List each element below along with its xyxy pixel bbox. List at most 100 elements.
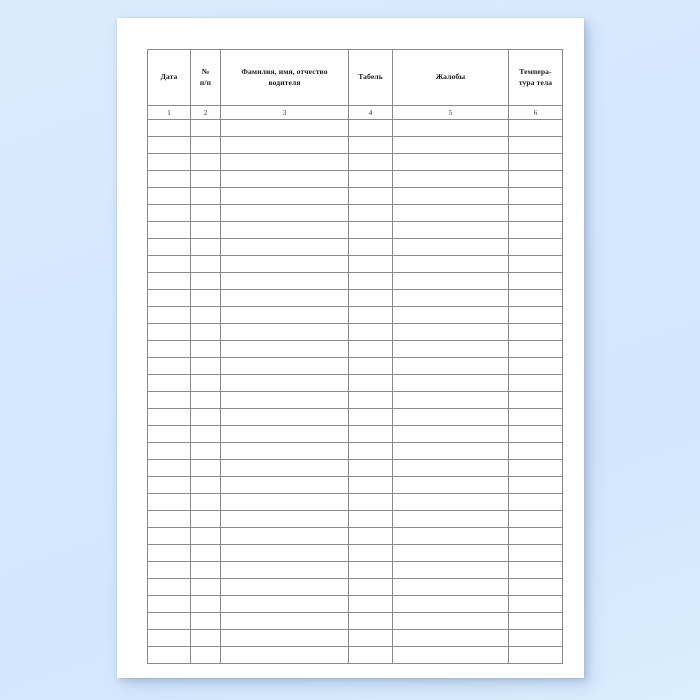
table-cell-row_number[interactable] [190,136,221,154]
table-row[interactable] [147,306,563,324]
table-cell-driver_name[interactable] [220,612,349,630]
table-cell-body_temp[interactable] [508,578,563,596]
table-cell-complaints[interactable] [392,204,509,222]
table-cell-complaints[interactable] [392,323,509,341]
table-cell-complaints[interactable] [392,646,509,664]
table-cell-driver_name[interactable] [220,391,349,409]
table-cell-body_temp[interactable] [508,153,563,171]
table-cell-driver_name[interactable] [220,442,349,460]
table-cell-driver_name[interactable] [220,510,349,528]
table-cell-driver_name[interactable] [220,255,349,273]
table-cell-body_temp[interactable] [508,238,563,256]
table-cell-body_temp[interactable] [508,595,563,613]
table-cell-row_number[interactable] [190,187,221,205]
table-cell-timesheet[interactable] [348,136,393,154]
table-row[interactable] [147,272,563,290]
table-cell-date[interactable] [147,408,191,426]
table-cell-row_number[interactable] [190,476,221,494]
table-cell-date[interactable] [147,510,191,528]
table-cell-timesheet[interactable] [348,595,393,613]
table-cell-complaints[interactable] [392,408,509,426]
table-cell-body_temp[interactable] [508,629,563,647]
table-row[interactable] [147,425,563,443]
table-cell-row_number[interactable] [190,374,221,392]
table-cell-driver_name[interactable] [220,459,349,477]
table-cell-row_number[interactable] [190,340,221,358]
table-cell-date[interactable] [147,646,191,664]
table-row[interactable] [147,374,563,392]
table-row[interactable] [147,391,563,409]
table-cell-body_temp[interactable] [508,510,563,528]
table-cell-driver_name[interactable] [220,527,349,545]
table-cell-timesheet[interactable] [348,119,393,137]
table-cell-complaints[interactable] [392,272,509,290]
table-cell-timesheet[interactable] [348,153,393,171]
table-cell-driver_name[interactable] [220,561,349,579]
table-cell-body_temp[interactable] [508,612,563,630]
table-cell-driver_name[interactable] [220,238,349,256]
table-row[interactable] [147,646,563,664]
table-cell-row_number[interactable] [190,646,221,664]
table-cell-row_number[interactable] [190,425,221,443]
table-cell-row_number[interactable] [190,153,221,171]
table-cell-row_number[interactable] [190,493,221,511]
table-cell-body_temp[interactable] [508,425,563,443]
table-cell-row_number[interactable] [190,459,221,477]
table-row[interactable] [147,238,563,256]
table-cell-body_temp[interactable] [508,136,563,154]
table-cell-body_temp[interactable] [508,323,563,341]
table-cell-complaints[interactable] [392,238,509,256]
table-cell-driver_name[interactable] [220,646,349,664]
table-cell-body_temp[interactable] [508,306,563,324]
table-row[interactable] [147,442,563,460]
table-cell-date[interactable] [147,238,191,256]
table-cell-complaints[interactable] [392,510,509,528]
table-cell-complaints[interactable] [392,425,509,443]
table-cell-timesheet[interactable] [348,510,393,528]
table-cell-complaints[interactable] [392,629,509,647]
table-row[interactable] [147,561,563,579]
table-cell-driver_name[interactable] [220,323,349,341]
table-cell-driver_name[interactable] [220,595,349,613]
table-cell-row_number[interactable] [190,408,221,426]
table-cell-date[interactable] [147,561,191,579]
table-cell-body_temp[interactable] [508,221,563,239]
table-cell-timesheet[interactable] [348,204,393,222]
table-cell-timesheet[interactable] [348,357,393,375]
table-cell-driver_name[interactable] [220,306,349,324]
table-cell-row_number[interactable] [190,119,221,137]
table-row[interactable] [147,544,563,562]
table-cell-timesheet[interactable] [348,340,393,358]
table-cell-row_number[interactable] [190,612,221,630]
table-cell-row_number[interactable] [190,323,221,341]
table-cell-date[interactable] [147,442,191,460]
table-cell-date[interactable] [147,221,191,239]
table-cell-timesheet[interactable] [348,391,393,409]
table-cell-row_number[interactable] [190,510,221,528]
table-cell-date[interactable] [147,187,191,205]
table-cell-driver_name[interactable] [220,629,349,647]
table-cell-body_temp[interactable] [508,442,563,460]
table-row[interactable] [147,459,563,477]
table-cell-complaints[interactable] [392,136,509,154]
table-row[interactable] [147,578,563,596]
table-cell-timesheet[interactable] [348,425,393,443]
table-cell-complaints[interactable] [392,357,509,375]
table-cell-body_temp[interactable] [508,170,563,188]
table-cell-driver_name[interactable] [220,425,349,443]
table-cell-timesheet[interactable] [348,221,393,239]
table-cell-complaints[interactable] [392,442,509,460]
table-cell-date[interactable] [147,255,191,273]
table-cell-timesheet[interactable] [348,374,393,392]
table-cell-date[interactable] [147,612,191,630]
table-cell-body_temp[interactable] [508,340,563,358]
table-cell-row_number[interactable] [190,204,221,222]
table-cell-date[interactable] [147,595,191,613]
table-cell-driver_name[interactable] [220,204,349,222]
table-cell-date[interactable] [147,391,191,409]
table-cell-body_temp[interactable] [508,119,563,137]
table-cell-row_number[interactable] [190,272,221,290]
table-row[interactable] [147,204,563,222]
table-cell-driver_name[interactable] [220,187,349,205]
table-cell-timesheet[interactable] [348,527,393,545]
